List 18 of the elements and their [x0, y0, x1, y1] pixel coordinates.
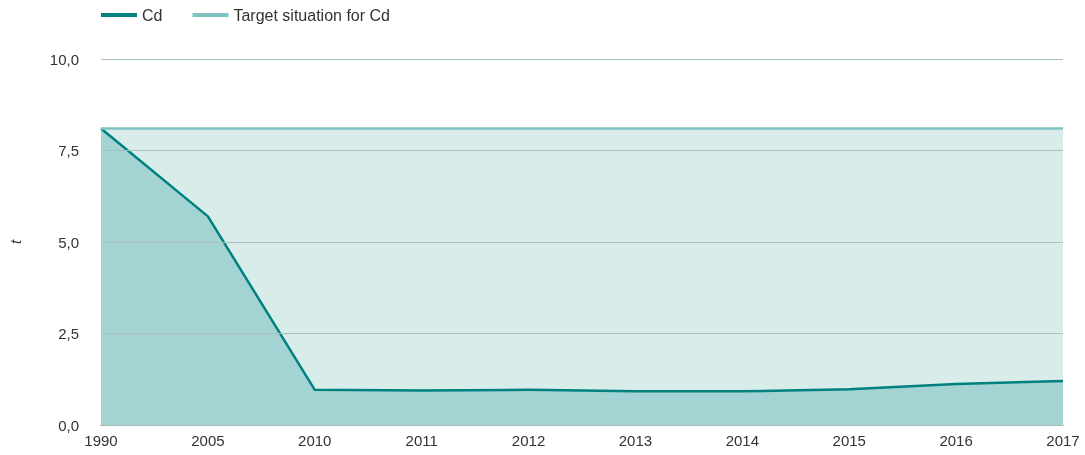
y-tick-label: 5,0 — [58, 233, 79, 251]
y-axis-title: t — [7, 239, 24, 245]
x-tick-label: 2010 — [298, 432, 332, 449]
x-tick-label: 2016 — [939, 432, 973, 449]
x-tick-label: 2015 — [832, 432, 866, 449]
x-tick-label: 2005 — [191, 432, 225, 449]
x-tick-label: 2011 — [405, 432, 438, 449]
x-tick-label: 2017 — [1046, 432, 1080, 449]
legend-label: Target situation for Cd — [233, 6, 390, 24]
x-tick-label: 2012 — [511, 432, 546, 449]
x-tick-label: 1990 — [84, 432, 118, 449]
legend-label: Cd — [142, 6, 163, 24]
x-tick-label: 2014 — [725, 432, 760, 449]
y-tick-label: 7,5 — [58, 142, 79, 159]
y-tick-label: 10,0 — [49, 50, 79, 68]
y-tick-label: 2,5 — [58, 325, 79, 342]
y-tick-label: 0,0 — [58, 416, 79, 434]
x-tick-label: 2013 — [618, 432, 653, 449]
